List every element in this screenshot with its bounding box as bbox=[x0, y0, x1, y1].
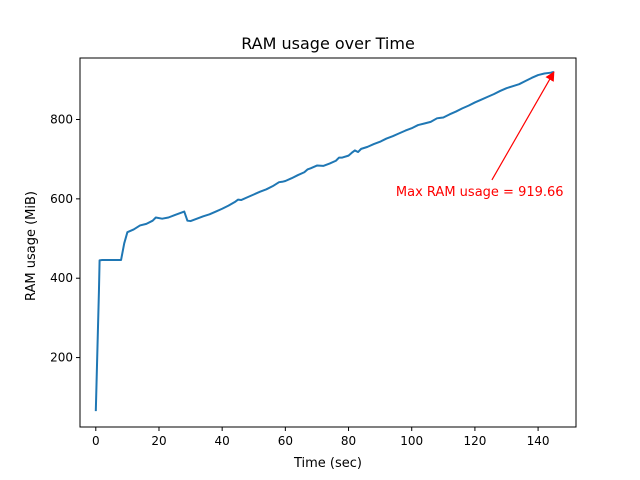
x-tick-label: 60 bbox=[278, 434, 293, 448]
x-axis-label: Time (sec) bbox=[293, 456, 362, 471]
annotation-arrow bbox=[491, 71, 555, 181]
x-tick-label: 20 bbox=[151, 434, 166, 448]
y-tick-label: 400 bbox=[50, 271, 73, 285]
x-tick-label: 100 bbox=[400, 434, 423, 448]
x-tick-label: 140 bbox=[527, 434, 550, 448]
y-tick-label: 800 bbox=[50, 113, 73, 127]
annotation-label: Max RAM usage = 919.66 bbox=[396, 185, 564, 200]
y-axis-label: RAM usage (MiB) bbox=[24, 191, 39, 301]
plot-area: 0 20 40 60 80 100 120 140 200 400 600 800 Max RAM us… bbox=[50, 57, 577, 448]
x-tick-label: 40 bbox=[215, 434, 230, 448]
y-tick-label: 600 bbox=[50, 192, 73, 206]
series-line-0 bbox=[94, 70, 555, 412]
x-tick-label: 120 bbox=[463, 434, 486, 448]
x-tick-label: 0 bbox=[92, 434, 100, 448]
x-tick-label: 80 bbox=[341, 434, 356, 448]
axes-frame bbox=[79, 57, 577, 428]
y-tick-label: 200 bbox=[50, 351, 73, 365]
chart-title: RAM usage over Time bbox=[241, 34, 415, 53]
